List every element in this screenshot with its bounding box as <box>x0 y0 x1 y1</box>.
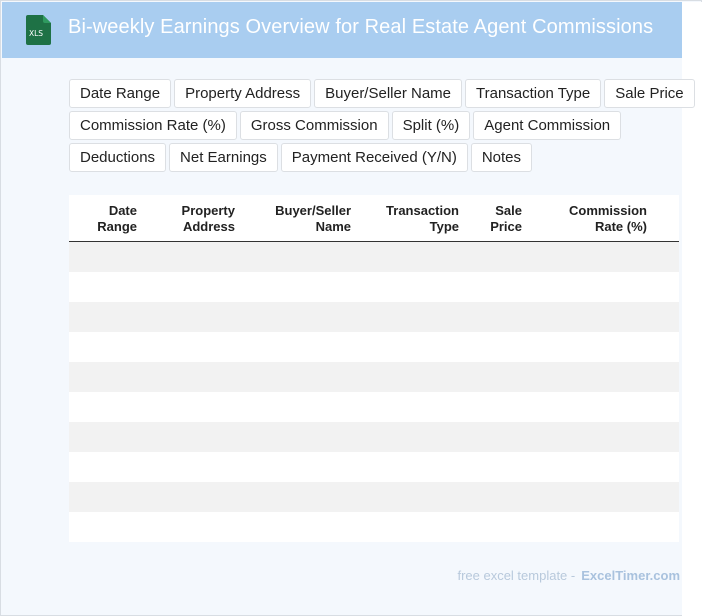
tag-row: Deductions Net Earnings Payment Received (… <box>69 143 689 172</box>
table-row <box>69 362 679 392</box>
table-row <box>69 392 679 422</box>
field-tag: Notes <box>470 143 533 172</box>
table-row <box>69 302 679 332</box>
data-table: Date Range Property Address Buyer/Seller Name… <box>69 195 679 542</box>
column-header-line: Price <box>490 219 522 234</box>
column-header: Buyer/Seller Name <box>275 203 351 235</box>
table-row <box>69 512 679 542</box>
column-header-line: Transaction <box>386 203 459 218</box>
column-header-line: Address <box>182 219 235 234</box>
table-row <box>69 452 679 482</box>
title-bar: XLS Bi-weekly Earnings Overview for Real… <box>2 2 682 58</box>
field-tag: Split (%) <box>391 111 471 140</box>
column-header-line: Rate (%) <box>594 219 647 234</box>
column-header-line: Date <box>108 203 137 218</box>
footer-text: free excel template - <box>457 568 576 583</box>
svg-text:XLS: XLS <box>29 29 43 38</box>
field-tag-list: Date Range Property Address Buyer/Seller N… <box>69 79 695 175</box>
page-title: Bi-weekly Earnings Overview for Real Est… <box>68 16 654 38</box>
field-tag: Property Address <box>174 79 312 108</box>
column-header-line: Name <box>315 219 351 234</box>
table-row <box>69 482 679 512</box>
column-header: Property Address <box>182 203 235 235</box>
column-header: Transaction Type <box>386 203 459 235</box>
column-header-line: Range <box>97 219 137 234</box>
column-header-line: Property <box>181 203 235 218</box>
table-row <box>69 242 679 272</box>
column-header-line: Commission <box>568 203 647 218</box>
column-header: Commission Rate (%) <box>569 203 647 235</box>
field-tag: Deductions <box>69 143 167 172</box>
tag-row: Date Range Property Address Buyer/Seller N… <box>69 79 695 108</box>
table-row <box>69 422 679 452</box>
field-tag: Payment Received (Y/N) <box>280 143 468 172</box>
field-tag: Agent Commission <box>473 111 622 140</box>
column-header: Sale Price <box>490 203 522 235</box>
field-tag: Net Earnings <box>169 143 278 172</box>
table-row <box>69 332 679 362</box>
right-margin <box>682 2 702 616</box>
column-header: Date Range <box>97 203 137 235</box>
column-header-line: Type <box>429 219 459 234</box>
column-header-line: Buyer/Seller <box>275 203 351 218</box>
footer-brand-link[interactable]: ExcelTimer.com <box>581 568 680 583</box>
field-tag: Gross Commission <box>239 111 389 140</box>
column-header-line: Sale <box>495 203 522 218</box>
field-tag: Commission Rate (%) <box>69 111 237 140</box>
table-header: Date Range Property Address Buyer/Seller Name… <box>69 195 679 242</box>
field-tag: Date Range <box>69 79 172 108</box>
xls-file-icon: XLS <box>26 15 51 45</box>
table-row <box>69 272 679 302</box>
table-body <box>69 242 679 542</box>
field-tag: Buyer/Seller Name <box>314 79 463 108</box>
field-tag: Transaction Type <box>465 79 602 108</box>
footer-credit: free excel template - ExcelTimer.com <box>457 568 680 583</box>
tag-row: Commission Rate (%) Gross Commission Split… <box>69 111 689 140</box>
field-tag: Sale Price <box>604 79 695 108</box>
